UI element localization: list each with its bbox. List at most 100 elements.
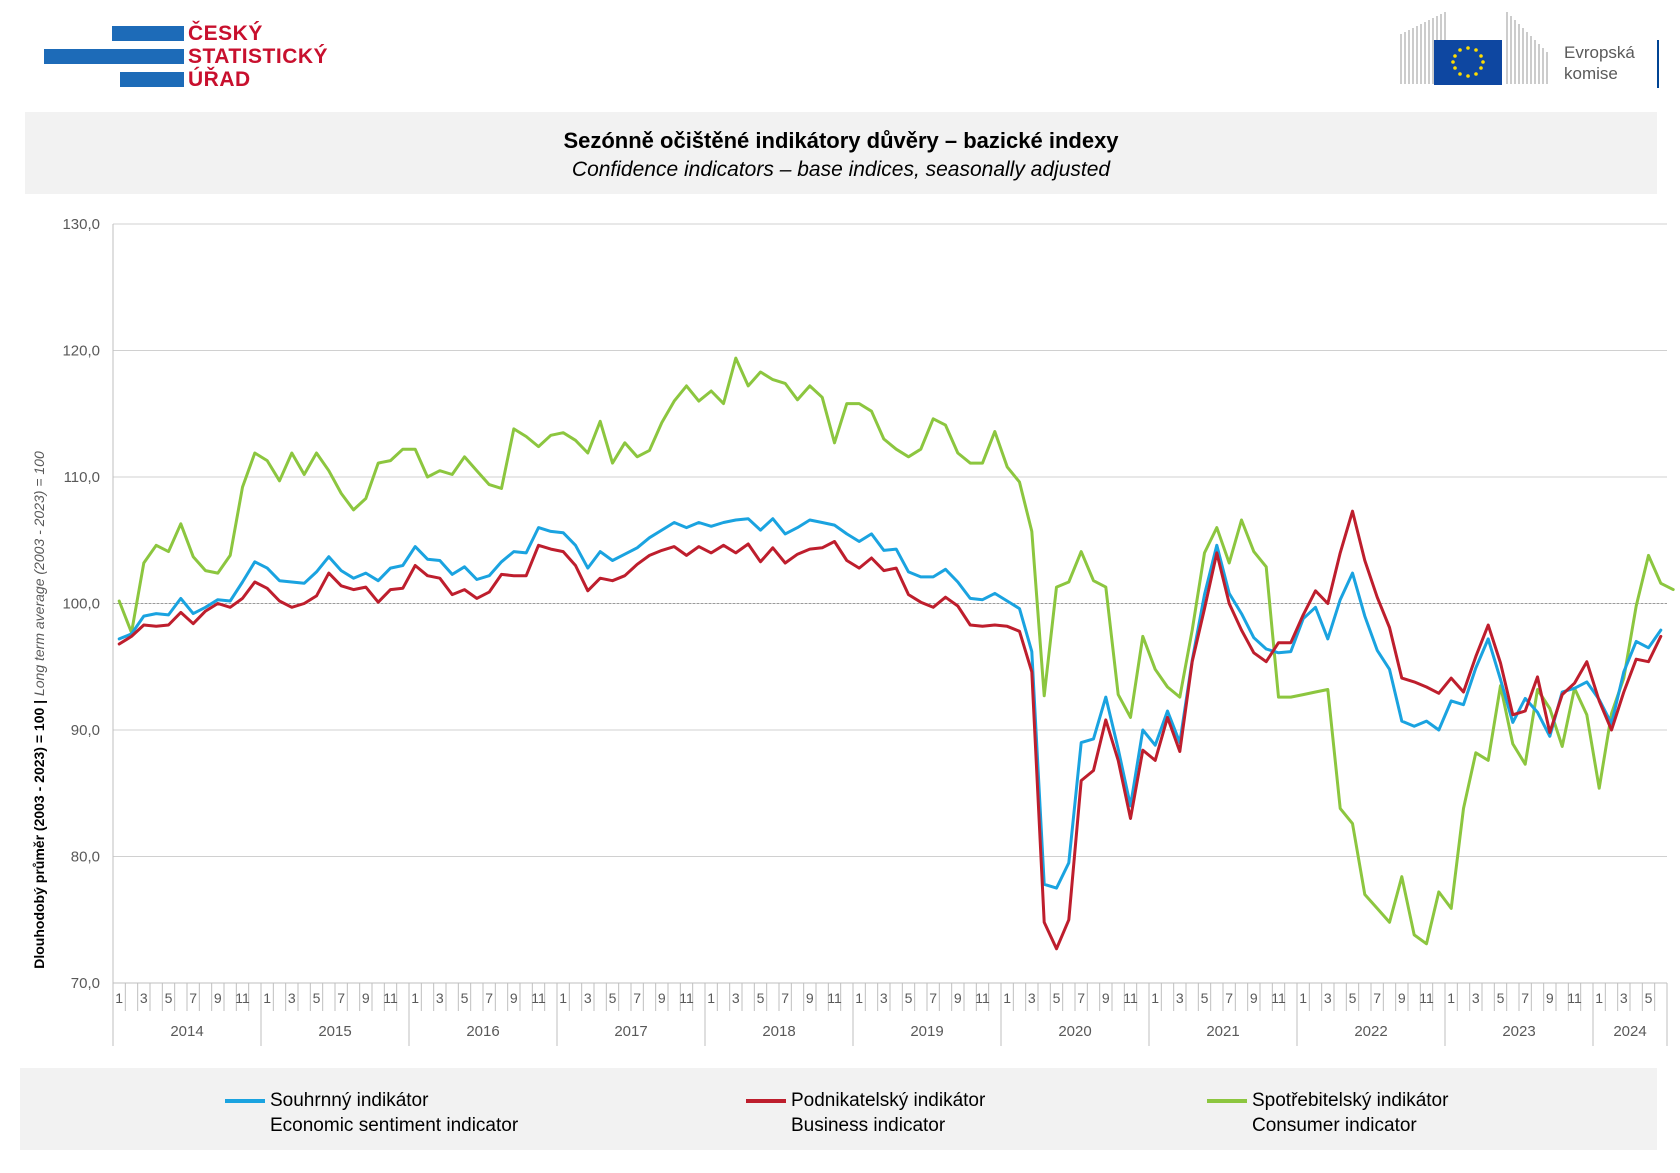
csu-logo-line: ÚŘAD <box>188 68 251 91</box>
x-year-label: 2016 <box>466 1023 499 1040</box>
csu-logo-text: ČESKÝ STATISTICKÝ ÚŘAD <box>188 22 328 91</box>
ec-logo-divider <box>1657 40 1659 88</box>
series-line-business <box>117 509 1663 951</box>
x-month-label: 11 <box>1123 990 1138 1006</box>
legend-label-en: Consumer indicator <box>1252 1115 1417 1136</box>
x-month-label: 1 <box>263 990 271 1006</box>
chart-title-box: Sezónně očištěné indikátory důvěry – baz… <box>25 112 1657 194</box>
csu-logo-bar <box>112 26 184 41</box>
x-month-label: 7 <box>633 990 641 1006</box>
x-month-label: 5 <box>313 990 321 1006</box>
x-year-label: 2017 <box>614 1023 647 1040</box>
x-year-label: 2014 <box>170 1023 203 1040</box>
x-month-label: 7 <box>1225 990 1233 1006</box>
x-month-label: 11 <box>383 990 398 1006</box>
x-month-label: 7 <box>781 990 789 1006</box>
ec-building-icon <box>1400 12 1548 85</box>
x-month-label: 3 <box>1472 990 1480 1006</box>
x-month-label: 5 <box>1349 990 1357 1006</box>
x-month-label: 5 <box>905 990 913 1006</box>
ec-logo-text: Evropská komise <box>1564 42 1635 84</box>
x-axis: 1 3 5 7 9 11 1 3 5 7 9 11 1 3 5 7 9 11 1 3 5 7 9 11 1 3 5 7 9 11 1 3 5 7 9… <box>112 982 1668 1046</box>
y-tick-label: 130,0 <box>62 216 100 233</box>
legend-label-en: Economic sentiment indicator <box>270 1115 519 1136</box>
x-month-label: 11 <box>531 990 546 1006</box>
csu-logo-line: STATISTICKÝ <box>188 45 329 68</box>
y-axis-label-en: Long term average (2003 - 2023) = 100 <box>31 451 47 696</box>
x-month-label: 9 <box>1102 990 1110 1006</box>
x-month-label: 3 <box>436 990 444 1006</box>
csu-logo-bar <box>44 49 184 64</box>
x-month-label: 9 <box>510 990 518 1006</box>
x-month-label: 3 <box>1620 990 1628 1006</box>
x-month-label: 5 <box>757 990 765 1006</box>
x-month-label: 11 <box>1271 990 1286 1006</box>
series-lines <box>117 356 1675 951</box>
x-month-label: 1 <box>707 990 715 1006</box>
x-year-label: 2023 <box>1502 1023 1535 1040</box>
x-month-label: 9 <box>1250 990 1258 1006</box>
x-month-label: 9 <box>954 990 962 1006</box>
x-month-label: 5 <box>461 990 469 1006</box>
x-month-label: 3 <box>140 990 148 1006</box>
y-axis-label-separator: | <box>31 696 47 708</box>
x-month-label: 9 <box>1546 990 1554 1006</box>
x-month-label: 1 <box>115 990 123 1006</box>
legend: Souhrnný indikátor Economic sentiment in… <box>20 1068 1657 1150</box>
x-month-label: 3 <box>288 990 296 1006</box>
x-month-label: 9 <box>362 990 370 1006</box>
x-month-label: 3 <box>584 990 592 1006</box>
x-month-label: 5 <box>165 990 173 1006</box>
x-month-label: 5 <box>1053 990 1061 1006</box>
x-year-label: 2021 <box>1206 1023 1239 1040</box>
x-month-label: 5 <box>609 990 617 1006</box>
x-month-label: 5 <box>1201 990 1209 1006</box>
csu-logo-bar <box>120 72 184 87</box>
series-line-economic-sentiment <box>117 517 1663 890</box>
x-year-label: 2018 <box>762 1023 795 1040</box>
x-year-label: 2020 <box>1058 1023 1091 1040</box>
y-tick-label: 100,0 <box>62 596 100 613</box>
x-month-label: 9 <box>214 990 222 1006</box>
legend-label: Spotřebitelský indikátor <box>1252 1090 1449 1111</box>
ec-logo: Evropská komise <box>1399 10 1659 88</box>
legend-swatch <box>225 1099 265 1103</box>
x-month-label: 11 <box>235 990 250 1006</box>
x-month-label: 9 <box>658 990 666 1006</box>
y-axis-ticks: 70,0 80,0 90,0 100,0 110,0 120,0 130,0 <box>62 216 100 992</box>
x-month-label: 1 <box>1595 990 1603 1006</box>
x-month-label: 3 <box>1324 990 1332 1006</box>
x-month-label: 7 <box>1521 990 1529 1006</box>
x-month-label: 7 <box>337 990 345 1006</box>
x-year-label: 2019 <box>910 1023 943 1040</box>
legend-swatch <box>746 1099 786 1103</box>
chart-subtitle: Confidence indicators – base indices, se… <box>571 158 1111 181</box>
x-month-label: 11 <box>1419 990 1434 1006</box>
x-month-label: 11 <box>679 990 694 1006</box>
legend-label: Souhrnný indikátor <box>270 1090 429 1111</box>
legend-label-en: Business indicator <box>791 1115 946 1136</box>
x-year-label: 2015 <box>318 1023 351 1040</box>
x-month-label: 7 <box>189 990 197 1006</box>
ec-logo-line: komise <box>1564 64 1618 83</box>
gridlines <box>112 223 1667 984</box>
x-month-label: 1 <box>411 990 419 1006</box>
x-month-label: 7 <box>1373 990 1381 1006</box>
x-year-label: 2024 <box>1613 1023 1646 1040</box>
legend-label: Podnikatelský indikátor <box>791 1090 986 1111</box>
chart-title: Sezónně očištěné indikátory důvěry – baz… <box>563 128 1119 153</box>
x-month-label: 5 <box>1497 990 1505 1006</box>
x-month-label: 7 <box>1077 990 1085 1006</box>
x-month-label: 3 <box>880 990 888 1006</box>
x-month-label: 1 <box>1003 990 1011 1006</box>
x-month-label: 7 <box>485 990 493 1006</box>
x-month-label: 3 <box>1028 990 1036 1006</box>
y-tick-label: 70,0 <box>71 975 100 992</box>
csu-logo: ČESKÝ STATISTICKÝ ÚŘAD <box>44 22 344 94</box>
x-month-label: 3 <box>732 990 740 1006</box>
y-tick-label: 80,0 <box>71 849 100 866</box>
x-month-label: 9 <box>806 990 814 1006</box>
y-tick-label: 120,0 <box>62 343 100 360</box>
x-month-label: 1 <box>855 990 863 1006</box>
